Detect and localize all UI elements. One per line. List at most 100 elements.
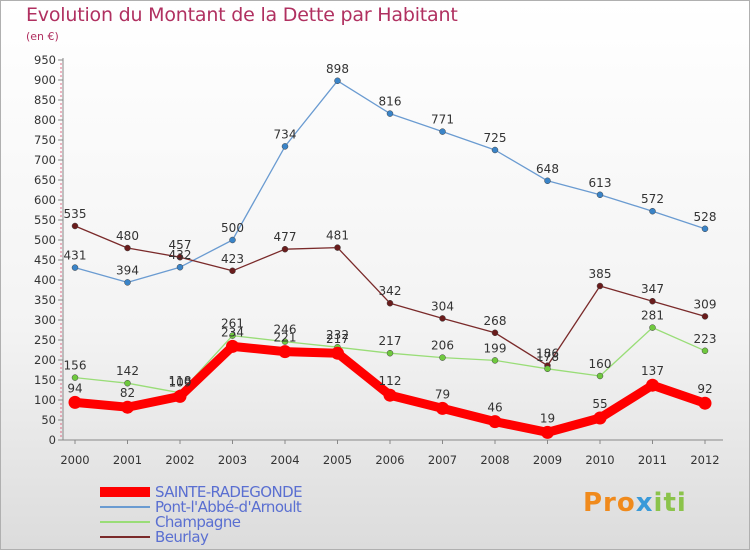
data-point (649, 297, 656, 305)
legend-swatch (100, 506, 150, 508)
data-label: 186 (536, 347, 559, 361)
data-point (544, 365, 551, 373)
y-tick-label: 400 (34, 273, 56, 287)
data-point (701, 313, 709, 320)
data-point (439, 128, 446, 135)
y-tick-label: 350 (34, 293, 56, 307)
data-label: 385 (589, 267, 612, 281)
data-label: 528 (694, 210, 717, 224)
data-label: 112 (379, 374, 402, 388)
proxiti-logo: Proxiti (583, 488, 687, 518)
y-tick-label: 50 (41, 413, 56, 427)
legend-label: Pont-l'Abbé-d'Arnoult (155, 498, 302, 516)
y-tick-label: 150 (34, 373, 56, 387)
chart-subtitle: (en €) (26, 30, 59, 43)
data-label: 535 (64, 207, 87, 221)
y-tick-label: 750 (34, 133, 56, 147)
data-label: 432 (169, 248, 192, 262)
data-point (649, 324, 656, 331)
data-label: 309 (694, 297, 717, 311)
legend-swatch (100, 521, 150, 523)
data-point (71, 264, 79, 271)
data-point (229, 267, 236, 275)
data-label: 572 (641, 192, 664, 206)
data-label: 480 (116, 229, 139, 243)
data-point (71, 374, 79, 381)
y-tick-label: 650 (34, 173, 56, 187)
data-label: 898 (326, 62, 349, 76)
data-point (701, 347, 709, 355)
data-label: 160 (589, 357, 612, 371)
data-point (436, 401, 449, 415)
x-tick-label: 2007 (428, 453, 457, 467)
y-tick-label: 500 (34, 233, 56, 247)
data-point (439, 315, 446, 322)
data-point (124, 244, 131, 252)
data-point (386, 349, 394, 357)
y-tick-label: 550 (34, 213, 56, 227)
data-label: 725 (484, 131, 507, 145)
data-point (334, 244, 341, 251)
data-label: 142 (116, 364, 139, 378)
data-label: 342 (379, 284, 402, 298)
data-label: 457 (169, 238, 192, 252)
x-tick-label: 2012 (690, 453, 719, 467)
x-tick-label: 2002 (165, 453, 194, 467)
data-label: 199 (484, 341, 507, 355)
data-point (439, 354, 446, 361)
legend-label: Champagne (155, 513, 241, 531)
data-label: 734 (274, 127, 297, 141)
data-label: 648 (536, 162, 559, 176)
data-label: 118 (169, 374, 192, 388)
y-tick-label: 900 (34, 73, 56, 87)
data-label: 232 (326, 328, 349, 342)
x-tick-label: 2008 (480, 453, 509, 467)
data-point (698, 396, 712, 410)
data-point (71, 222, 79, 230)
data-point (173, 389, 187, 403)
data-label: 206 (431, 339, 454, 353)
data-point (386, 110, 394, 117)
data-point (596, 282, 604, 290)
data-point (701, 225, 709, 233)
y-tick-label: 600 (34, 193, 56, 207)
legend-swatch (100, 536, 150, 538)
data-point (541, 425, 554, 439)
y-tick-label: 950 (34, 53, 56, 67)
data-point (334, 77, 341, 85)
data-label: 268 (484, 314, 507, 328)
data-label: 477 (274, 230, 297, 244)
data-label: 79 (435, 387, 450, 401)
data-label: 234 (221, 325, 244, 339)
y-tick-label: 250 (34, 333, 56, 347)
data-label: 217 (326, 332, 349, 346)
data-label: 347 (641, 282, 664, 296)
data-point (491, 146, 499, 154)
data-point (68, 395, 82, 409)
legend-label: SAINTE-RADEGONDE (155, 483, 303, 501)
data-label: 55 (592, 397, 607, 411)
x-tick-label: 2000 (60, 453, 89, 467)
data-point (646, 378, 659, 392)
data-label: 261 (221, 317, 244, 331)
legend-label: Beurlay (155, 528, 209, 546)
data-label: 178 (536, 350, 559, 364)
data-label: 394 (116, 263, 139, 277)
legend-swatch (100, 487, 150, 497)
data-label: 221 (274, 331, 297, 345)
data-point (124, 279, 131, 286)
data-point (488, 415, 502, 429)
y-tick-label: 0 (49, 433, 56, 447)
data-point (383, 388, 397, 402)
data-point (649, 207, 656, 215)
data-label: 82 (120, 386, 135, 400)
data-point (229, 236, 236, 244)
data-point (593, 411, 607, 425)
data-point (176, 263, 184, 271)
y-tick-label: 450 (34, 253, 56, 267)
data-point (331, 346, 344, 360)
data-point (121, 400, 134, 414)
y-tick-label: 700 (34, 153, 56, 167)
data-point (491, 357, 499, 364)
